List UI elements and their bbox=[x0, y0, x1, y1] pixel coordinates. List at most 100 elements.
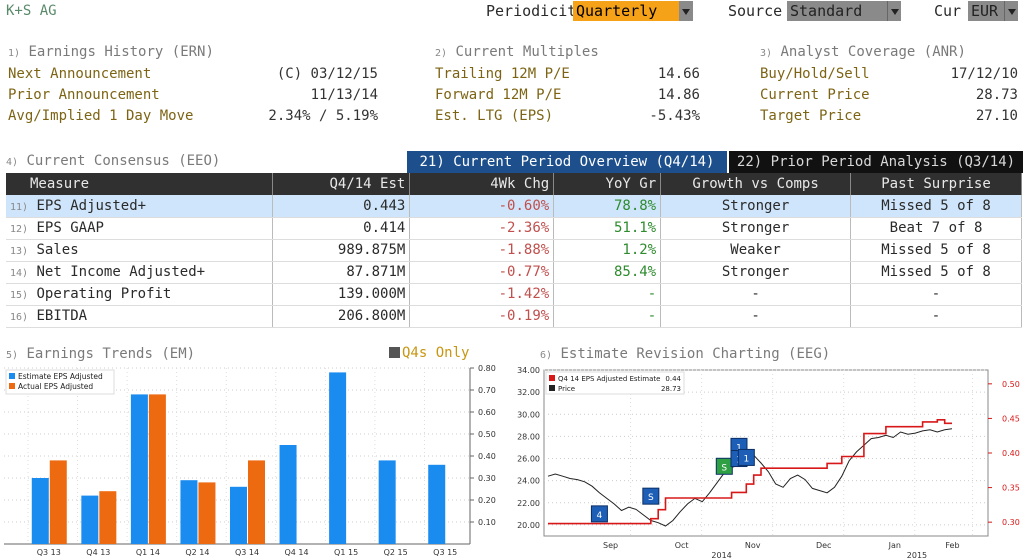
table-header-row: Measure Q4/14 Est 4Wk Chg YoY Gr Growth … bbox=[6, 173, 1022, 195]
legend-label-estimate: Estimate EPS Adjusted bbox=[18, 372, 103, 381]
source-dropdown[interactable]: Standard bbox=[787, 1, 887, 21]
event-marker-label: 1 bbox=[743, 454, 749, 464]
measure-cell: 12) EPS GAAP bbox=[6, 217, 274, 240]
col-estimate[interactable]: Q4/14 Est bbox=[272, 173, 411, 195]
plot-area bbox=[543, 369, 989, 537]
left-tick-label: 22.00 bbox=[517, 499, 540, 508]
col-measure[interactable]: Measure bbox=[6, 173, 274, 195]
periodicity-chevron-icon[interactable] bbox=[679, 1, 693, 21]
col-4wk-chg[interactable]: 4Wk Chg bbox=[409, 173, 555, 195]
comps-cell: Stronger bbox=[660, 261, 852, 284]
col-growth-vs-comps[interactable]: Growth vs Comps bbox=[660, 173, 852, 195]
currency-chevron-icon[interactable] bbox=[1004, 1, 1018, 21]
table-row[interactable]: 11) EPS Adjusted+ 0.443 -0.60% 78.8% Str… bbox=[6, 195, 1022, 218]
periodicity-dropdown[interactable]: Quarterly bbox=[573, 1, 679, 21]
source-label: Source bbox=[728, 2, 783, 20]
current-multiples-panel: 2) Current Multiples Trailing 12M P/E 14.… bbox=[435, 44, 700, 129]
multiples-row: Est. LTG (EPS) -5.43% bbox=[435, 108, 700, 124]
bar-estimate bbox=[279, 445, 297, 544]
y-tick-label: 0.60 bbox=[478, 408, 496, 417]
x-tick-label: Feb bbox=[945, 541, 959, 550]
x-tick-label: Q1 15 bbox=[334, 548, 358, 557]
estimate-line bbox=[548, 419, 952, 525]
col-past-surprise[interactable]: Past Surprise bbox=[850, 173, 1022, 195]
x-tick-label: Sep bbox=[603, 541, 618, 550]
currency-dropdown[interactable]: EUR bbox=[968, 1, 1004, 21]
y-tick-label: 0.70 bbox=[478, 386, 496, 395]
x-tick-label: Q3 13 bbox=[37, 548, 61, 557]
surprise-cell: Missed 5 of 8 bbox=[850, 261, 1022, 284]
x-tick-label: Q2 14 bbox=[185, 548, 209, 557]
legend-label-estimate: Q4 14 EPS Adjusted Estimate bbox=[558, 375, 660, 383]
x-tick-label: Q4 13 bbox=[86, 548, 110, 557]
comps-cell: Stronger bbox=[660, 195, 852, 218]
table-row[interactable]: 14) Net Income Adjusted+ 87.871M -0.77% … bbox=[6, 261, 1022, 284]
right-tick-label: 0.45 bbox=[1002, 414, 1020, 423]
measure-cell: 15) Operating Profit bbox=[6, 283, 274, 306]
estimate-cell: 87.871M bbox=[272, 261, 411, 284]
col-yoy-gr[interactable]: YoY Gr bbox=[553, 173, 662, 195]
bar-estimate bbox=[230, 486, 247, 544]
bar-actual bbox=[99, 491, 117, 544]
table-row[interactable]: 12) EPS GAAP 0.414 -2.36% 51.1% Stronger… bbox=[6, 217, 1022, 240]
measure-cell: 16) EBITDA bbox=[6, 305, 274, 328]
left-tick-label: 26.00 bbox=[517, 455, 540, 464]
estimate-cell: 139.000M bbox=[272, 283, 411, 306]
consensus-table: Measure Q4/14 Est 4Wk Chg YoY Gr Growth … bbox=[6, 173, 1022, 328]
y-tick-label: 0.20 bbox=[478, 496, 496, 505]
source-value: Standard bbox=[790, 2, 863, 20]
surprise-cell: Beat 7 of 8 bbox=[850, 217, 1022, 240]
yoy-cell: 51.1% bbox=[553, 217, 662, 240]
right-tick-label: 0.35 bbox=[1002, 484, 1020, 493]
anr-row: Current Price 28.73 bbox=[760, 87, 1018, 103]
bar-estimate bbox=[180, 480, 198, 544]
y-tick-label: 0.50 bbox=[478, 430, 496, 439]
comps-cell: Stronger bbox=[660, 217, 852, 240]
bar-estimate bbox=[31, 478, 49, 544]
anr-row: Target Price 27.10 bbox=[760, 108, 1018, 124]
x-tick-label: Oct bbox=[675, 541, 689, 550]
earnings-history-title[interactable]: 1) Earnings History (ERN) bbox=[8, 44, 214, 60]
tab-prior-period[interactable]: 22) Prior Period Analysis (Q3/14) bbox=[729, 151, 1023, 173]
table-row[interactable]: 13) Sales 989.875M -1.88% 1.2% Weaker Mi… bbox=[6, 239, 1022, 262]
yoy-cell: 85.4% bbox=[553, 261, 662, 284]
legend-swatch-price bbox=[549, 385, 555, 391]
estimate-revision-title[interactable]: 6) Estimate Revision Charting (EEG) bbox=[540, 346, 831, 362]
surprise-cell: - bbox=[850, 305, 1022, 328]
currency-value: EUR bbox=[971, 2, 999, 20]
legend-box bbox=[5, 369, 115, 395]
legend-value-estimate: 0.44 bbox=[665, 375, 681, 383]
analyst-coverage-title[interactable]: 3) Analyst Coverage (ANR) bbox=[760, 44, 966, 60]
q4s-only-toggle[interactable]: Q4s Only bbox=[389, 345, 469, 361]
current-multiples-title[interactable]: 2) Current Multiples bbox=[435, 44, 599, 60]
x-tick-label: Nov bbox=[745, 541, 761, 550]
table-row[interactable]: 16) EBITDA 206.800M -0.19% - - - bbox=[6, 305, 1022, 328]
chg-cell: -0.77% bbox=[409, 261, 555, 284]
periodicity-label: Periodicity bbox=[486, 2, 586, 20]
estimate-cell: 0.414 bbox=[272, 217, 411, 240]
consensus-title[interactable]: 4) Current Consensus (EEO) bbox=[6, 153, 221, 169]
tab-current-period[interactable]: 21) Current Period Overview (Q4/14) bbox=[407, 151, 727, 173]
event-marker-icon bbox=[642, 487, 660, 505]
bar-estimate bbox=[378, 460, 396, 544]
legend-label-actual: Actual EPS Adjusted bbox=[18, 382, 93, 391]
currency-label: Cur bbox=[934, 2, 962, 20]
chg-cell: -0.60% bbox=[409, 195, 555, 218]
y-tick-label: 0.80 bbox=[478, 364, 496, 373]
estimate-cell: 206.800M bbox=[272, 305, 411, 328]
ern-row: Prior Announcement 11/13/14 bbox=[8, 87, 378, 103]
event-marker-label: S bbox=[648, 493, 654, 503]
earnings-trends-title[interactable]: 5) Earnings Trends (EM) bbox=[6, 346, 196, 362]
estimate-cell: 0.443 bbox=[272, 195, 411, 218]
right-tick-label: 0.30 bbox=[1002, 518, 1020, 527]
left-tick-label: 28.00 bbox=[517, 432, 540, 441]
multiples-row: Forward 12M P/E 14.86 bbox=[435, 87, 700, 103]
ern-row: Avg/Implied 1 Day Move 2.34% / 5.19% bbox=[8, 108, 378, 124]
source-chevron-icon[interactable] bbox=[887, 1, 901, 21]
table-row[interactable]: 15) Operating Profit 139.000M -1.42% - -… bbox=[6, 283, 1022, 306]
x-tick-label: Q3 14 bbox=[235, 548, 259, 557]
event-marker-icon bbox=[590, 505, 608, 523]
bar-actual bbox=[49, 460, 67, 544]
comps-cell: Weaker bbox=[660, 239, 852, 262]
bar-actual bbox=[148, 394, 166, 544]
